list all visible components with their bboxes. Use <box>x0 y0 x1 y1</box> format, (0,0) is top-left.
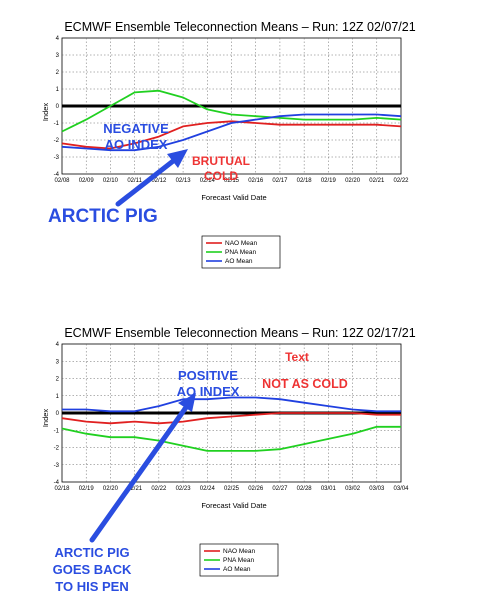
y-tick-label: -1 <box>54 121 60 127</box>
x-tick-label: 02/12 <box>151 178 167 184</box>
y-tick-label: 1 <box>56 87 60 93</box>
arrow-icon <box>115 149 188 207</box>
x-tick-label: 02/24 <box>200 486 216 492</box>
legend-label-nao: NAO Mean <box>223 548 256 555</box>
chart-panel-bottom: ECMWF Ensemble Teleconnection Means – Ru… <box>0 300 495 605</box>
x-tick-label: 02/26 <box>248 486 264 492</box>
annotation-not-as-cold: NOT AS COLD <box>262 377 348 391</box>
plot-area: -4 -3 -2 -1 0 1 2 3 4 02/18 02/19 02/20 02/21 02/22 02… <box>54 342 410 492</box>
x-tick-label: 02/28 <box>297 486 313 492</box>
series-line-nao <box>61 120 402 150</box>
legend-label-ao: AO Mean <box>223 566 251 573</box>
y-axis-label: Index <box>41 103 50 122</box>
x-axis-label: Forecast Valid Date <box>201 501 266 510</box>
legend-label-pna: PNA Mean <box>225 249 256 256</box>
legend-label-nao: NAO Mean <box>225 240 258 247</box>
y-tick-label: 0 <box>56 104 60 110</box>
x-axis-label: Forecast Valid Date <box>201 193 266 202</box>
annotation-brutual: BRUTUAL <box>192 154 250 168</box>
y-tick-label: 0 <box>56 411 60 417</box>
annotation-negative: NEGATIVE <box>103 121 169 136</box>
chart-title: ECMWF Ensemble Teleconnection Means – Ru… <box>64 20 415 34</box>
series-line-ao <box>62 396 401 413</box>
y-tick-label: -3 <box>54 463 60 469</box>
chart-title: ECMWF Ensemble Teleconnection Means – Ru… <box>64 326 415 340</box>
x-tick-label: 02/22 <box>151 486 167 492</box>
x-tick-label: 02/20 <box>103 486 119 492</box>
annotation-cold: COLD <box>204 169 238 183</box>
x-tick-label: 02/11 <box>127 178 142 184</box>
series-line-ao <box>61 113 402 152</box>
chart-top: ECMWF Ensemble Teleconnection Means – Ru… <box>41 20 416 269</box>
annotation-ao-index: AO INDEX <box>177 384 240 399</box>
x-tick-label: 02/08 <box>54 178 70 184</box>
annotation-positive: POSITIVE <box>178 368 238 383</box>
x-tick-label: 03/02 <box>345 486 361 492</box>
y-tick-label: 4 <box>56 342 60 348</box>
annotation-arctic-pig: ARCTIC PIG <box>48 206 158 227</box>
y-tick-label: -2 <box>54 138 60 144</box>
x-tick-label: 02/18 <box>54 486 70 492</box>
y-tick-label: 4 <box>56 36 60 42</box>
x-tick-label: 02/15 <box>224 178 240 184</box>
series-line-nao <box>61 412 401 425</box>
x-tick-label: 02/14 <box>200 178 216 184</box>
y-axis-label: Index <box>41 409 50 428</box>
legend-label-pna: PNA Mean <box>223 557 254 564</box>
x-tick-label: 02/09 <box>79 178 95 184</box>
x-tick-label: 02/19 <box>79 486 95 492</box>
x-tick-label: 02/10 <box>103 178 119 184</box>
annotation-text: Text <box>285 350 309 364</box>
annotation-arctic-pig: ARCTIC PIG <box>54 545 129 560</box>
annotation-ao-index: AO INDEX <box>105 137 168 152</box>
annotation-to-his-pen: TO HIS PEN <box>55 579 128 594</box>
y-tick-label: 1 <box>56 394 60 400</box>
x-tick-label: 02/21 <box>369 178 385 184</box>
annotation-goes-back: GOES BACK <box>53 562 132 577</box>
x-tick-label: 02/25 <box>224 486 240 492</box>
x-tick-label: 02/21 <box>127 486 143 492</box>
y-tick-label: -4 <box>54 172 60 178</box>
legend-label-ao: AO Mean <box>225 258 253 265</box>
x-tick-label: 02/18 <box>297 178 313 184</box>
arrow-icon <box>89 393 196 543</box>
legend: NAO Mean PNA Mean AO Mean <box>199 543 279 577</box>
x-tick-label: 03/04 <box>393 486 409 492</box>
y-tick-label: -4 <box>54 480 60 486</box>
x-tick-label: 02/20 <box>345 178 361 184</box>
chart-panel-top: ECMWF Ensemble Teleconnection Means – Ru… <box>0 0 495 300</box>
x-tick-label: 03/03 <box>369 486 385 492</box>
x-tick-label: 02/22 <box>393 178 409 184</box>
chart-bottom: ECMWF Ensemble Teleconnection Means – Ru… <box>41 326 416 594</box>
y-tick-label: 2 <box>56 377 60 383</box>
x-tick-label: 02/17 <box>272 178 288 184</box>
legend: NAO Mean PNA Mean AO Mean <box>201 235 281 269</box>
y-tick-label: -1 <box>54 428 60 434</box>
series-line-pna <box>61 89 402 133</box>
series-line-pna <box>61 425 401 452</box>
x-tick-label: 02/27 <box>272 486 288 492</box>
y-tick-label: -3 <box>54 155 60 161</box>
x-tick-label: 02/16 <box>248 178 264 184</box>
y-tick-label: 2 <box>56 70 60 76</box>
x-tick-label: 02/19 <box>321 178 337 184</box>
y-tick-label: 3 <box>56 53 60 59</box>
x-tick-label: 03/01 <box>321 486 337 492</box>
y-tick-label: 3 <box>56 359 60 365</box>
y-tick-label: -2 <box>54 446 60 452</box>
x-tick-label: 02/23 <box>176 486 192 492</box>
x-tick-label: 02/13 <box>176 178 192 184</box>
